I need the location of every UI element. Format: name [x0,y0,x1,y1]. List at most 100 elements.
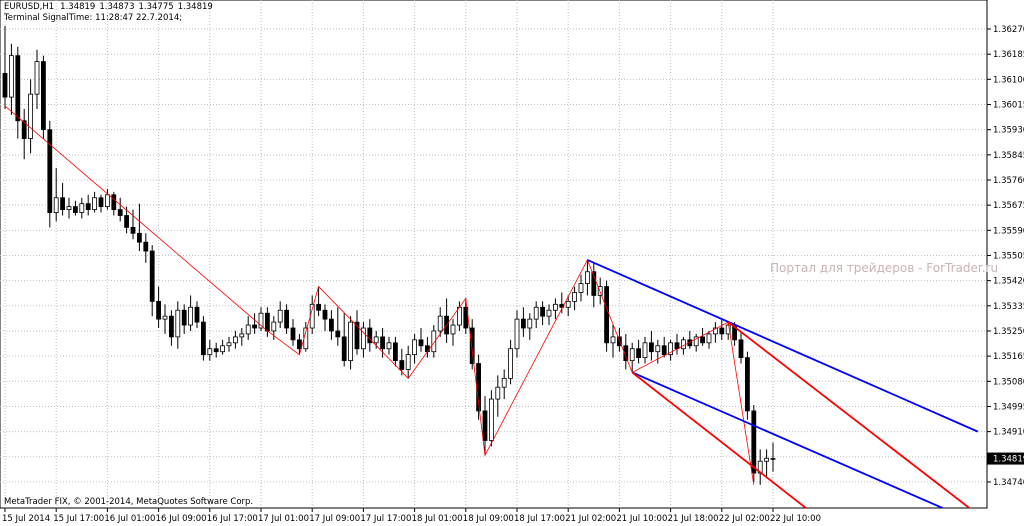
candle-body [252,324,258,329]
candle-body [681,339,686,350]
candle-body [482,410,488,441]
candle-body [117,209,123,216]
x-tick-label: 21 Jul 02:00 [565,514,616,524]
candle-body [348,321,354,361]
candle-body [232,336,238,344]
candle-body [642,342,648,359]
candle-body [162,315,168,320]
candle-body [296,339,302,350]
candle-body [328,318,334,332]
candle-body [98,197,104,208]
y-tick-label: 1.35080 [993,377,1024,387]
candle-body [649,342,654,353]
candle-body [271,321,277,332]
candle-body [284,309,290,329]
candle-body [585,271,590,285]
y-tick-label: 1.36015 [993,101,1024,111]
x-tick-label: 15 Jul 17:00 [53,514,104,524]
candle-body [277,309,283,323]
candle-body [508,348,514,379]
candle-body [213,348,219,353]
high: 1.34873 [99,2,134,12]
x-tick-label: 22 Jul 10:00 [770,514,821,524]
candle-body [565,300,571,308]
y-tick-label: 1.34910 [993,428,1024,438]
y-tick-label: 1.35590 [993,226,1024,236]
candle-body [226,342,232,347]
candle-body [124,215,129,228]
candle-body [700,336,705,344]
candle-body [34,61,40,95]
candle-body [8,55,14,98]
watermark: Портал для трейдеров - ForTrader.ru [770,261,998,275]
candle-body [661,345,667,356]
y-tick-label: 1.35760 [993,176,1024,186]
x-tick-label: 21 Jul 18:00 [668,514,719,524]
x-tick-label: 17 Jul 17:00 [360,514,411,524]
candle-body [380,336,386,350]
candle-body [399,360,405,370]
x-tick-label: 18 Jul 17:00 [514,514,565,524]
last-price-label: 1.34819 [993,455,1024,465]
candle-body [60,197,65,210]
candle-body [553,303,558,311]
candle-body [111,194,117,210]
candle-body [130,226,136,234]
x-tick-label: 16 Jul 09:00 [156,514,207,524]
candle-body [424,345,430,353]
y-tick-label: 1.35335 [993,302,1024,312]
candle-body [495,386,501,400]
candle-body [764,457,769,462]
candle-body [15,55,21,122]
x-tick-label: 21 Jul 10:00 [616,514,667,524]
candle-body [610,336,616,344]
candle-body [79,203,85,213]
zigzag-line [4,105,755,485]
candle-body [405,354,411,370]
candle-body [738,339,744,359]
y-tick-label: 1.34995 [993,402,1024,412]
candle-body [290,327,296,341]
candle-body [751,410,757,474]
y-tick-label: 1.35845 [993,151,1024,161]
candle-body [386,342,392,350]
candle-body [335,330,341,338]
x-tick-label: 16 Jul 17:00 [207,514,258,524]
candle-body [188,306,194,326]
candle-body [514,318,520,350]
candle-body [392,342,398,361]
plot [2,26,979,508]
x-tick-label: 15 Jul 2014 [2,514,50,524]
x-tick-label: 17 Jul 01:00 [258,514,309,524]
candle-body [450,324,456,335]
candle-body [469,327,475,364]
candle-body [181,309,187,326]
candle-body [175,309,181,338]
candle-body [21,120,27,139]
candle-body [431,330,437,353]
candle-body [527,318,533,329]
header: EURUSD,H1 1.34819 1.34873 1.34775 1.34819 [4,2,213,12]
candle-body [572,292,577,302]
candle-body [200,321,206,356]
candle-body [354,321,360,350]
candle-body [668,342,673,356]
candle-body [220,345,226,353]
y-tick-label: 1.35420 [993,277,1024,287]
candle-body [412,339,418,356]
candle-body [706,333,712,344]
candle-body [149,250,155,302]
candle-body [719,327,725,335]
candle-body [770,458,776,460]
y-tick-label: 1.35675 [993,201,1024,211]
open: 1.34819 [60,2,95,12]
candle-body [239,333,245,338]
candle-body [533,306,539,320]
candle-body [456,306,462,326]
y-tick-label: 1.34740 [993,478,1024,488]
candle-body [373,336,379,344]
y-tick-label: 1.36185 [993,50,1024,60]
close: 1.34819 [178,2,213,12]
candle-body [41,61,46,131]
